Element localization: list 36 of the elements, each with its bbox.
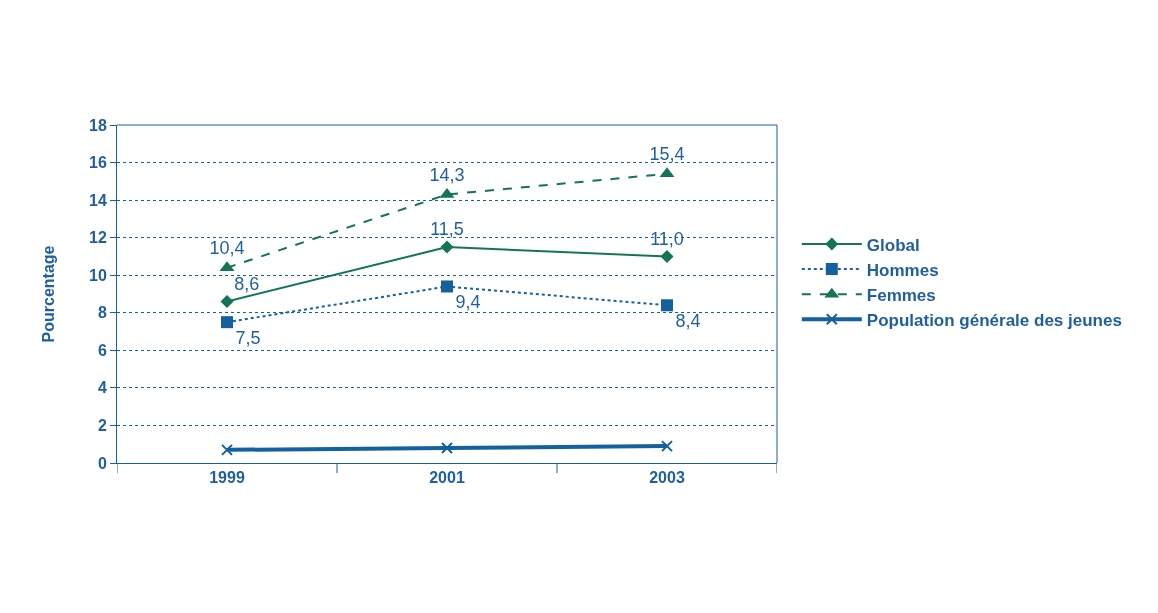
y-tick-label: 12 (89, 229, 107, 247)
data-label: 7,5 (235, 328, 261, 349)
data-label: 10,4 (209, 238, 245, 259)
x-tick-label: 1999 (209, 469, 245, 487)
x-tick-label: 2003 (649, 469, 685, 487)
y-tick-label: 2 (97, 417, 107, 435)
y-tick-label: 0 (97, 454, 107, 472)
point (220, 295, 234, 309)
y-tick-label: 10 (89, 266, 107, 284)
point (441, 441, 453, 454)
y-tick-label: 8 (97, 304, 107, 322)
point (661, 440, 673, 453)
data-label: 14,3 (429, 164, 465, 185)
legend-label: Femmes (866, 285, 936, 305)
y-tick-label: 14 (89, 191, 107, 209)
point (660, 249, 674, 263)
y-tick-label: 4 (97, 379, 107, 397)
y-tick-label: 16 (89, 154, 107, 172)
point (221, 316, 233, 329)
data-label: 11,5 (430, 219, 464, 240)
x-tick-label: 2001 (429, 469, 465, 487)
legend-label: Population générale des jeunes (866, 310, 1122, 330)
point (440, 240, 454, 254)
point (661, 299, 673, 312)
point (221, 443, 233, 456)
y-axis-title: Pourcentage (39, 245, 57, 343)
legend-label: Hommes (866, 260, 939, 280)
data-label: 15,4 (649, 144, 685, 165)
data-label: 8,4 (675, 311, 701, 332)
data-label: 8,6 (234, 273, 260, 294)
data-label: 11,0 (650, 228, 684, 249)
legend-label: Global (866, 235, 920, 255)
point (441, 280, 453, 293)
y-tick-label: 6 (97, 341, 107, 359)
y-tick-label: 18 (89, 116, 107, 134)
data-label: 9,4 (455, 292, 481, 313)
